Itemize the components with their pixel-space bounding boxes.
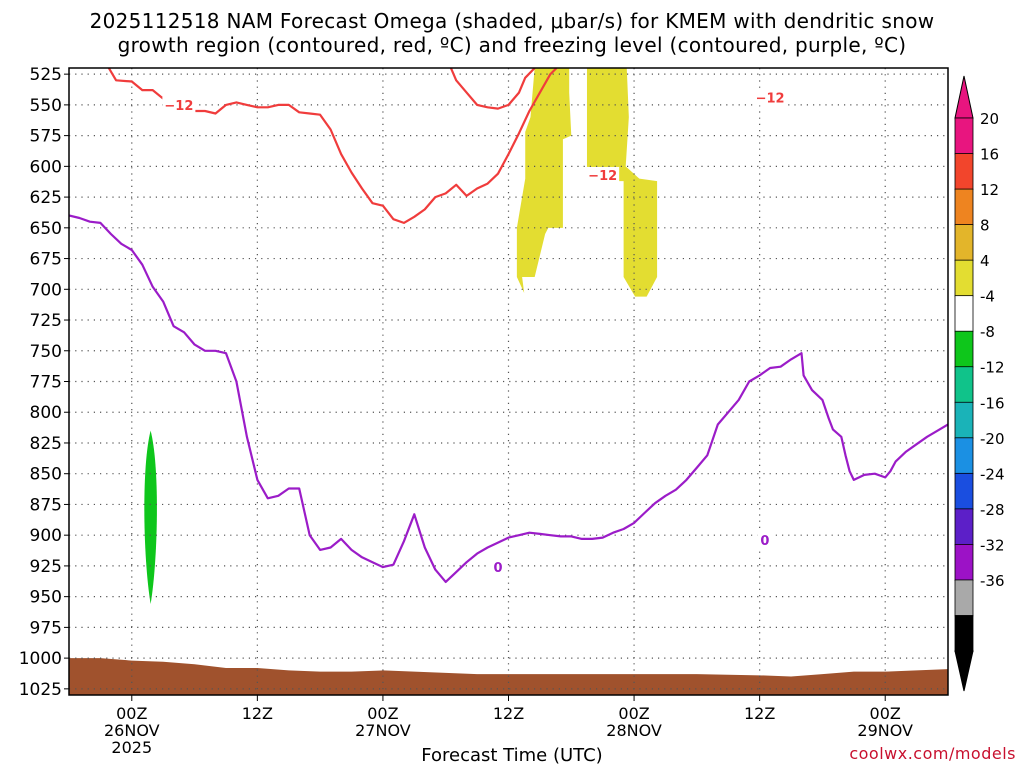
x-tick-label: 28NOV xyxy=(606,721,662,740)
y-tick-label: 750 xyxy=(30,342,62,362)
colorbar-swatch xyxy=(954,579,974,617)
colorbar-label: -32 xyxy=(980,536,1005,554)
x-tick-label: 26NOV xyxy=(104,721,160,740)
colorbar-label: 16 xyxy=(980,146,999,164)
y-tick-label: 850 xyxy=(30,465,62,485)
x-tick-label: 27NOV xyxy=(355,721,411,740)
y-tick-label: 700 xyxy=(30,280,62,300)
plot-content: 0 0 −12 −12 −12 xyxy=(69,68,948,695)
x-tick-label: 00Z xyxy=(367,704,398,723)
colorbar-label: -20 xyxy=(980,430,1005,448)
colorbar-top-triangle xyxy=(954,75,974,119)
freezing-level-label: 0 xyxy=(760,534,769,549)
y-tick-label: 725 xyxy=(30,311,62,331)
dgz-contour-segment-2 xyxy=(449,68,536,110)
y-tick-label: 975 xyxy=(30,618,62,638)
x-tick-label: 29NOV xyxy=(857,721,913,740)
colorbar-swatch xyxy=(954,259,974,297)
y-tick-label: 525 xyxy=(30,65,62,85)
colorbar-swatch xyxy=(954,224,974,262)
dgz-contour-label: −12 xyxy=(756,92,785,107)
colorbar-label: -4 xyxy=(980,288,995,306)
omega-shade-negative xyxy=(144,430,157,605)
x-tick-label: 12Z xyxy=(242,704,273,723)
x-tick-label: 2025 xyxy=(111,738,152,757)
freezing-level-label: 0 xyxy=(494,561,503,576)
y-tick-label: 950 xyxy=(30,588,62,608)
colorbar-swatch xyxy=(954,472,974,510)
colorbar-label: 4 xyxy=(980,252,990,270)
y-tick-label: 925 xyxy=(30,557,62,577)
omega-shade-positive-2 xyxy=(586,68,658,297)
colorbar-swatch xyxy=(954,401,974,439)
colorbar-swatch xyxy=(954,437,974,475)
y-tick-label: 800 xyxy=(30,403,62,423)
colorbar-swatch xyxy=(954,508,974,546)
colorbar-swatch xyxy=(954,615,974,653)
colorbar-label: -24 xyxy=(980,465,1005,483)
colorbar-swatch xyxy=(954,188,974,226)
colorbar-swatch xyxy=(954,366,974,404)
colorbar-label: 12 xyxy=(980,181,999,199)
y-tick-label: 650 xyxy=(30,219,62,239)
y-tick-label: 600 xyxy=(30,157,62,177)
y-tick-label: 625 xyxy=(30,188,62,208)
x-tick-label: 00Z xyxy=(618,704,649,723)
chart-title-line1: 2025112518 NAM Forecast Omega (shaded, μ… xyxy=(89,9,935,33)
freezing-level-contour xyxy=(69,214,948,583)
omega-shade-positive-1 xyxy=(516,68,572,293)
y-tick-label: 550 xyxy=(30,96,62,116)
y-tick-label: 775 xyxy=(30,373,62,393)
colorbar-label: -8 xyxy=(980,323,995,341)
chart-title-line2: growth region (contoured, red, ºC) and f… xyxy=(117,33,907,57)
colorbar-label: -28 xyxy=(980,501,1005,519)
colorbar-swatch xyxy=(954,117,974,155)
dgz-contour-label: −12 xyxy=(164,99,193,114)
x-tick-label: 00Z xyxy=(116,704,147,723)
colorbar-swatch xyxy=(954,330,974,368)
dgz-contour-label: −12 xyxy=(588,169,617,184)
x-tick-label: 00Z xyxy=(870,704,901,723)
colorbar-swatch xyxy=(954,295,974,333)
colorbar: 20 16 12 8 4 -4 -8 -12 -16 -20 -24 -28 -32 -36 xyxy=(954,75,1005,692)
x-tick-label: 12Z xyxy=(744,704,775,723)
colorbar-label: 8 xyxy=(980,217,990,235)
x-axis-title: Forecast Time (UTC) xyxy=(421,745,603,766)
y-tick-label: 675 xyxy=(30,250,62,270)
colorbar-bottom-triangle xyxy=(954,650,974,692)
y-tick-label: 1000 xyxy=(19,649,62,669)
colorbar-label: 20 xyxy=(980,110,999,128)
x-tick-label: 12Z xyxy=(493,704,524,723)
colorbar-swatch xyxy=(954,544,974,581)
colorbar-swatch xyxy=(954,153,974,191)
y-tick-label: 900 xyxy=(30,526,62,546)
y-tick-label: 825 xyxy=(30,434,62,454)
y-tick-label: 1025 xyxy=(19,680,62,700)
source-credit[interactable]: coolwx.com/models xyxy=(849,744,1016,763)
colorbar-label: -16 xyxy=(980,394,1005,412)
y-tick-label: 575 xyxy=(30,127,62,147)
colorbar-label: -36 xyxy=(980,572,1005,590)
y-tick-label: 875 xyxy=(30,495,62,515)
colorbar-label: -12 xyxy=(980,359,1005,377)
